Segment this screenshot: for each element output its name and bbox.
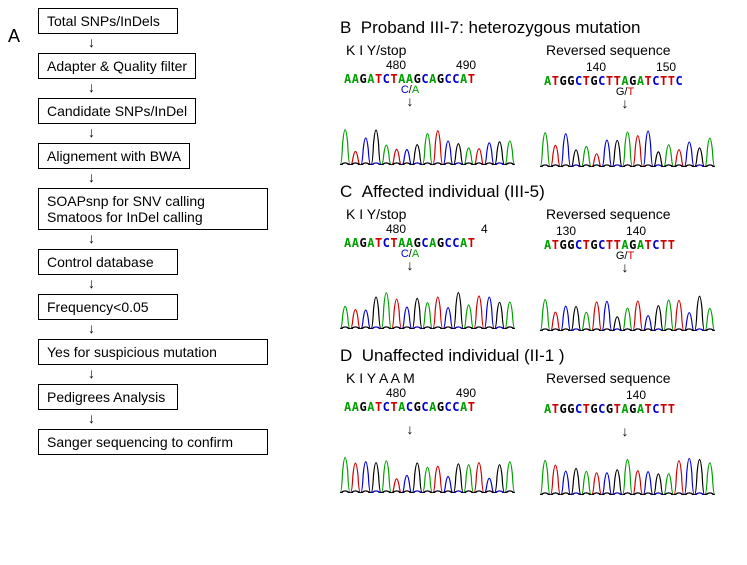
arrow-icon [88,279,308,291]
step-6: Frequency<0.05 [38,294,178,320]
aa-labels: K I Y A A M [346,370,520,386]
arrow-icon [88,324,308,336]
step-7: Yes for suspicious mutation [38,339,268,365]
rev-label: Reversed sequence [546,370,720,386]
step-4: SOAPsnp for SNV callingSmatoos for InDel… [38,188,268,230]
arrow-icon [300,424,520,436]
step-5: Control database [38,249,178,275]
chromatogram-icon [540,440,715,495]
panel-c-title: C Affected individual (III-5) [340,182,735,202]
seq-row-c: K I Y/stop 4804 AAGATCTAAGCAGCCAT C/A Re… [340,206,735,336]
seq-d-rev: Reversed sequence 140 ATGGCTGCGTAGATCTT [540,370,720,500]
sequence-panels: B Proband III-7: heterozygous mutation K… [340,8,735,508]
arrow-icon [300,260,520,272]
chromatogram-icon [340,438,515,493]
step-3: Alignement with BWA [38,143,190,169]
arrow-icon [88,83,308,95]
panel-b-label: B [340,18,351,37]
seq-c-rev: Reversed sequence 130140 ATGGCTGCTTAGATC… [540,206,720,336]
arrow-icon [88,414,308,426]
arrow-icon [88,369,308,381]
seq-row-d: K I Y A A M 480490 AAGATCTACGCAGCCAT Rev… [340,370,735,500]
arrow-icon [88,234,308,246]
pos-labels: 130140 [546,224,720,238]
pos-labels: 140 [546,388,720,402]
flowchart: Total SNPs/InDels Adapter & Quality filt… [38,8,308,459]
seq-d-fwd: K I Y A A M 480490 AAGATCTACGCAGCCAT [340,370,520,500]
arrow-icon [530,98,720,110]
rev-label: Reversed sequence [546,42,720,58]
chromatogram-icon [540,112,715,167]
pos-labels: 480490 [346,58,520,72]
aa-labels: K I Y/stop [346,42,520,58]
step-8: Pedigrees Analysis [38,384,178,410]
step-9: Sanger sequencing to confirm [38,429,268,455]
step-1: Adapter & Quality filter [38,53,196,79]
panel-b-title: B Proband III-7: heterozygous mutation [340,18,735,38]
panel-a-label: A [8,26,20,47]
arrow-icon [88,173,308,185]
panel-c-label: C [340,182,352,201]
panel-d-label: D [340,346,352,365]
arrow-icon [530,426,720,438]
panel-d-title: D Unaffected individual (II-1 ) [340,346,735,366]
panel-d-text: Unaffected individual (II-1 ) [362,346,565,365]
rev-label: Reversed sequence [546,206,720,222]
arrow-icon [88,128,308,140]
aa-labels: K I Y/stop [346,206,520,222]
pos-labels: 480490 [346,386,520,400]
panel-c-text: Affected individual (III-5) [362,182,545,201]
arrow-icon [530,262,720,274]
arrow-icon [300,96,520,108]
step-2: Candidate SNPs/InDel [38,98,196,124]
seq-c-fwd: K I Y/stop 4804 AAGATCTAAGCAGCCAT C/A [340,206,520,336]
chromatogram-icon [340,274,515,329]
chromatogram-icon [340,110,515,165]
chromatogram-icon [540,276,715,331]
seq-row-b: K I Y/stop 480490 AAGATCTAAGCAGCCAT C/A … [340,42,735,172]
step-0: Total SNPs/InDels [38,8,178,34]
arrow-icon [88,38,308,50]
seq-b-rev: Reversed sequence 140150 ATGGCTGCTTAGATC… [540,42,720,172]
pos-labels: 140150 [546,60,720,74]
pos-labels: 4804 [346,222,520,236]
panel-b-text: Proband III-7: heterozygous mutation [361,18,641,37]
seq-b-fwd: K I Y/stop 480490 AAGATCTAAGCAGCCAT C/A [340,42,520,172]
